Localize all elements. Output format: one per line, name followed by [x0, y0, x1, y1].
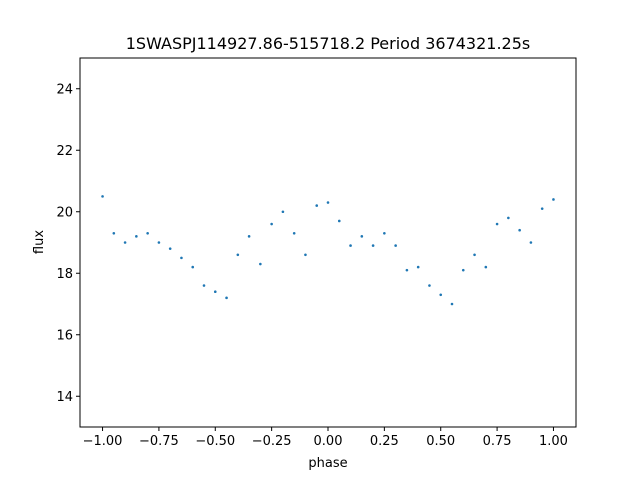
data-point [461, 268, 465, 272]
data-point [112, 231, 116, 235]
data-point [416, 265, 420, 269]
data-point [540, 207, 544, 210]
data-point [450, 302, 454, 306]
data-point [202, 284, 206, 287]
x-axis-label: phase [308, 456, 347, 471]
y-tick-label: 14 [56, 390, 73, 405]
data-point [168, 247, 172, 250]
data-point [439, 293, 443, 297]
data-point [259, 262, 262, 266]
plot-frame [79, 57, 577, 428]
data-point [326, 201, 330, 204]
data-points [101, 195, 555, 306]
x-tick-label: 0.75 [483, 434, 512, 449]
y-tick-label: 20 [56, 205, 73, 220]
data-point [292, 231, 296, 235]
data-point [304, 253, 307, 257]
data-point [281, 210, 285, 214]
y-tick-label: 18 [56, 267, 73, 282]
data-point [123, 241, 127, 244]
x-tick-label: −0.75 [139, 434, 179, 449]
data-point [518, 228, 521, 232]
data-point [101, 195, 104, 198]
y-axis: 14 16 18 20 22 24 [56, 82, 80, 405]
x-tick-label: 1.00 [539, 434, 568, 449]
data-point [428, 284, 431, 287]
x-tick-label: −0.25 [252, 434, 292, 449]
x-tick-label: 0.00 [314, 434, 343, 449]
data-point [236, 253, 240, 257]
data-point [157, 241, 161, 244]
y-tick-label: 22 [56, 144, 73, 159]
x-tick-label: −0.50 [195, 434, 235, 449]
data-point [146, 231, 149, 235]
data-point [484, 265, 488, 269]
data-point [191, 265, 195, 269]
data-point [337, 219, 341, 223]
x-tick-label: 0.25 [370, 434, 399, 449]
data-point [552, 198, 555, 201]
data-point [405, 268, 409, 272]
data-point [495, 222, 499, 226]
data-point [371, 244, 375, 247]
data-point [360, 235, 364, 238]
data-point [135, 235, 138, 238]
data-point [270, 222, 273, 226]
y-axis-label: flux [32, 230, 47, 254]
data-point [180, 256, 183, 260]
data-point [507, 216, 510, 220]
x-axis: −1.00 −0.75 −0.50 −0.25 0.00 0.25 0.50 0.75 1.00 [83, 427, 568, 449]
data-point [473, 253, 476, 257]
x-tick-label: 0.50 [426, 434, 455, 449]
data-point [394, 244, 397, 247]
data-point [247, 235, 251, 238]
x-tick-label: −1.00 [83, 434, 123, 449]
y-tick-label: 16 [56, 328, 73, 343]
data-point [225, 296, 228, 300]
data-point [349, 244, 352, 247]
data-point [529, 241, 533, 244]
data-point [213, 290, 217, 294]
data-point [383, 231, 386, 235]
y-tick-label: 24 [56, 82, 73, 97]
data-point [315, 204, 319, 207]
chart-title: 1SWASPJ114927.86-515718.2 Period 3674321… [126, 34, 531, 53]
